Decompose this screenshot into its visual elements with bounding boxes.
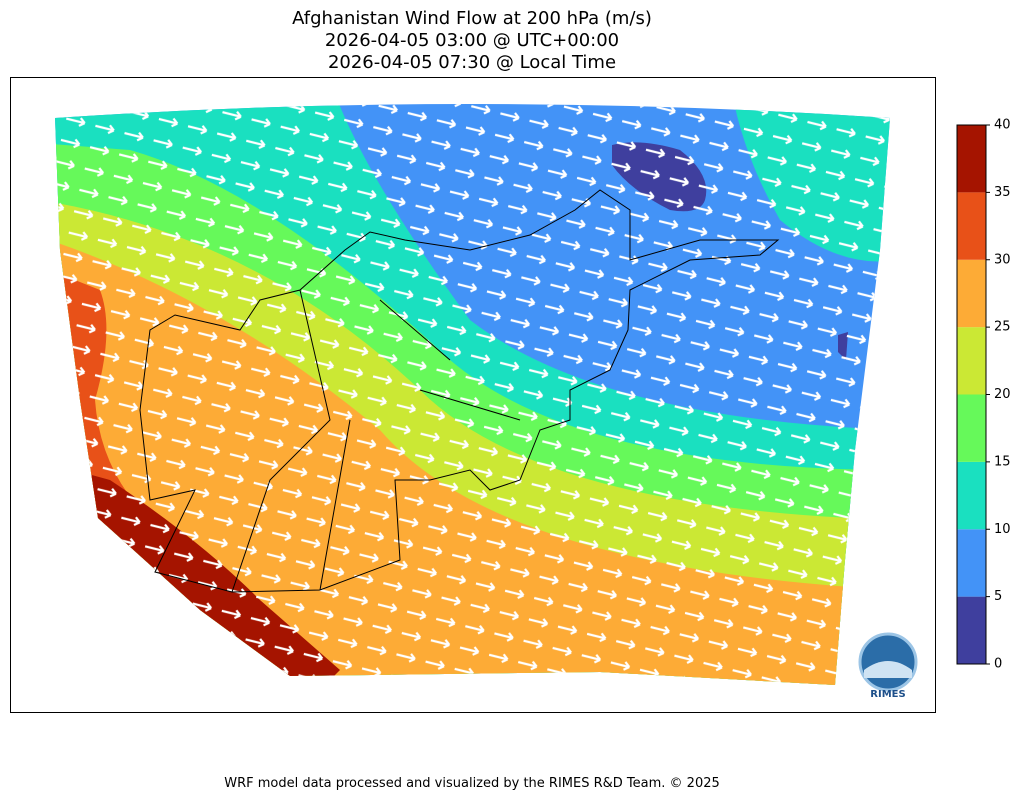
wind-field (55, 104, 890, 685)
colorbar: 0 5 10 15 20 25 30 35 40 (956, 118, 1011, 672)
colorbar-tick-label: 35 (994, 185, 1011, 200)
colorbar-tick-label: 5 (994, 589, 1002, 604)
footer: WRF model data processed and visualized … (224, 776, 720, 791)
title-line: 2026-04-05 07:30 @ Local Time (328, 52, 616, 73)
logo-text: RIMES (870, 689, 905, 700)
colorbar-tick-label: 20 (994, 387, 1011, 402)
colorbar-tick-label: 40 (994, 118, 1011, 133)
colorbar-segment (957, 192, 986, 260)
colorbar-segment (957, 327, 986, 395)
map-frame (10, 77, 936, 713)
logo-wave (864, 661, 912, 678)
colorbar-segment (957, 259, 986, 328)
colorbar-tick-label: 15 (994, 454, 1011, 469)
colorbar-segment (957, 394, 986, 462)
title-line: Afghanistan Wind Flow at 200 hPa (m/s) (292, 8, 652, 29)
colorbar-tick-label: 25 (994, 320, 1011, 335)
colorbar-tick-label: 0 (994, 657, 1002, 672)
colorbar-tick-label: 10 (994, 522, 1011, 537)
colorbar-segment (957, 125, 986, 193)
colorbar-tick-label: 30 (994, 252, 1011, 267)
title-line: 2026-04-05 03:00 @ UTC+00:00 (325, 30, 619, 51)
country-borders (139, 189, 780, 593)
colorbar-segment (957, 461, 986, 530)
colorbar-segment (957, 529, 986, 597)
colorbar-segment (957, 596, 986, 664)
wind-arrows (55, 104, 890, 685)
logo: RIMES (858, 632, 918, 700)
